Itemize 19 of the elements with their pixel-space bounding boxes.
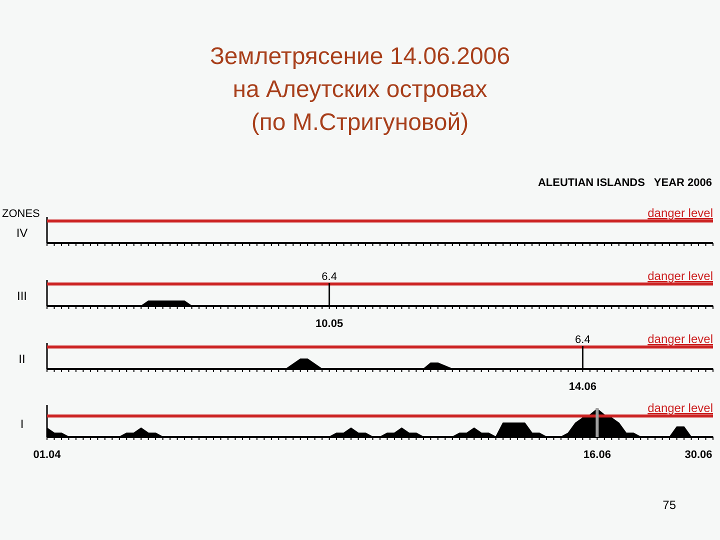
y-axis-title: I <box>20 417 24 431</box>
text: 14.06 <box>568 381 596 393</box>
ref-line-label: 6.4 <box>575 334 590 346</box>
text: danger level <box>648 206 713 220</box>
x-tick-label: 01.04 <box>33 449 62 461</box>
text: IV <box>16 226 28 240</box>
text: 10.05 <box>316 318 344 330</box>
ref-line-label: danger level <box>648 401 713 415</box>
text: ALEUTIAN ISLANDS YEAR 2006 <box>538 177 712 189</box>
x-tick-label: 30.06 <box>684 449 712 461</box>
y-axis-title: II <box>18 352 26 366</box>
x-tick-label: 16.06 <box>583 449 611 461</box>
text: 75 <box>662 498 676 512</box>
ref-line-label: 6.4 <box>322 271 337 283</box>
ref-line-label: danger level <box>648 332 713 346</box>
y-axis-title: III <box>16 289 28 303</box>
text: Землетрясение 14.06.2006 на Алеутских островах (по М.Стригуновой) <box>210 43 510 136</box>
ref-line-label: danger level <box>648 269 713 283</box>
text: ZONES <box>2 208 40 220</box>
